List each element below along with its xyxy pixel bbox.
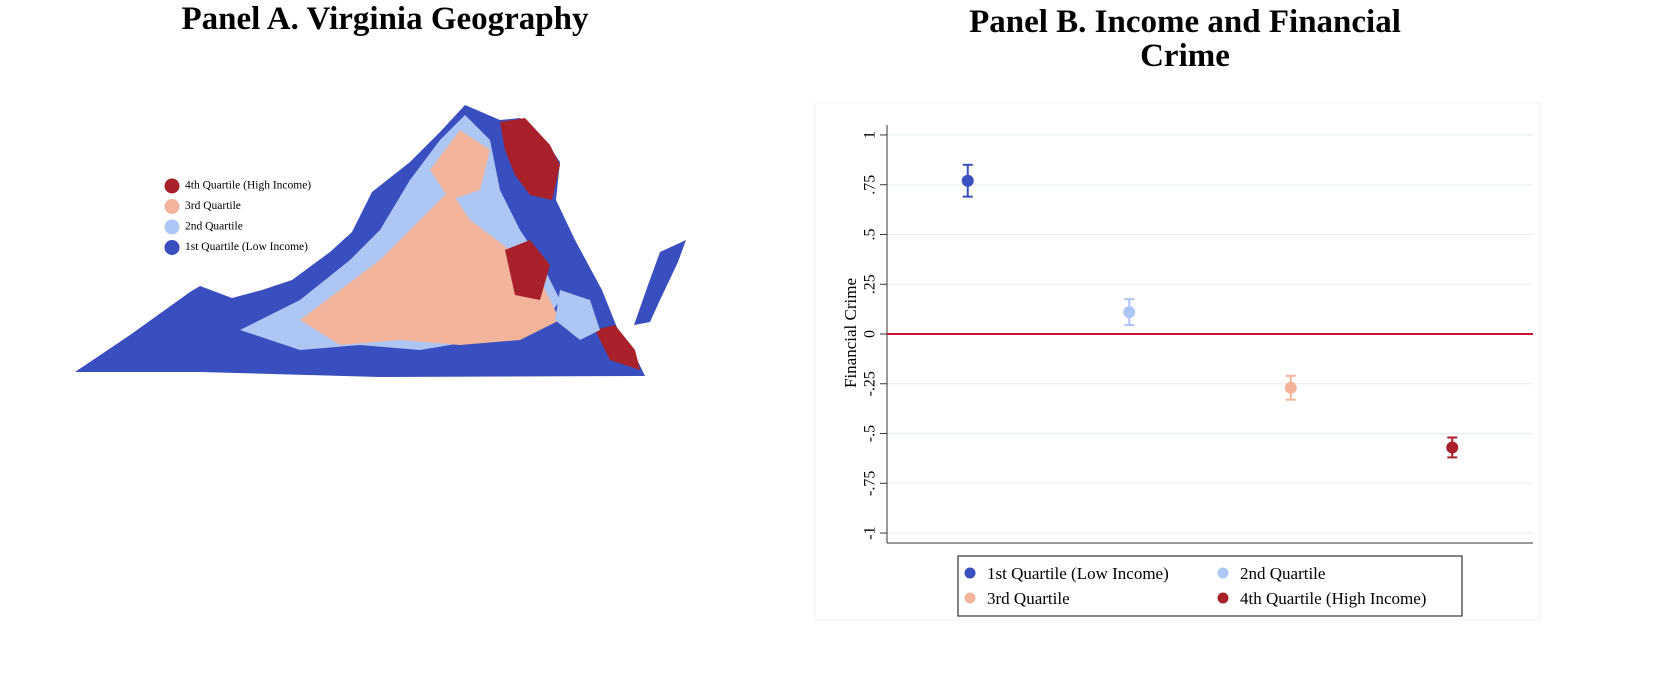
map-legend-label: 2nd Quartile [185,221,243,233]
point [1123,306,1136,319]
legend-swatch [964,592,976,604]
map-region [500,118,560,200]
map-region [505,240,550,300]
y-axis-label: Financial Crime [841,278,860,388]
panel-a-title: Panel A. Virginia Geography [181,1,589,37]
map-legend-label: 3rd Quartile [185,200,241,212]
point [1284,381,1297,394]
map-legend-swatch [164,199,180,214]
y-tick-label: -.75 [862,471,879,496]
legend-label: 3rd Quartile [987,589,1070,608]
legend-label: 2nd Quartile [1240,564,1325,583]
y-tick-label: .25 [862,274,879,294]
y-tick-label: -.25 [862,371,879,396]
map-eastern-shore [634,240,686,325]
map-legend: 4th Quartile (High Income) 3rd Quartile 2n… [164,178,311,255]
map-legend-swatch [164,240,180,255]
y-tick-label: .75 [862,175,879,195]
map-region [120,320,260,370]
legend-box [957,555,1463,617]
legend-swatch [1217,592,1229,604]
y-tick-label: 0 [862,330,879,338]
map-legend-label: 4th Quartile (High Income) [185,180,311,192]
y-tick-label: -1 [862,526,879,539]
map-legend-swatch [164,178,180,194]
map-legend-swatch [164,219,180,235]
y-tick-label: .5 [862,228,879,240]
virginia-map [75,105,686,377]
map-region [555,290,600,340]
map-region [595,325,640,370]
legend-swatch [964,567,976,579]
legend-label: 1st Quartile (Low Income) [987,564,1169,583]
map-region [300,190,560,345]
point [1446,441,1459,454]
y-tick-label: 1 [862,131,879,139]
panel-b-title: Panel B. Income and Financial Crime [969,4,1401,74]
y-tick-label: -.5 [862,425,879,442]
map-legend-label: 1st Quartile (Low Income) [185,241,308,253]
point [961,174,974,187]
plot-background [814,102,1541,621]
legend-swatch [1217,567,1229,579]
legend-label: 4th Quartile (High Income) [1240,589,1426,608]
map-region [430,130,490,200]
